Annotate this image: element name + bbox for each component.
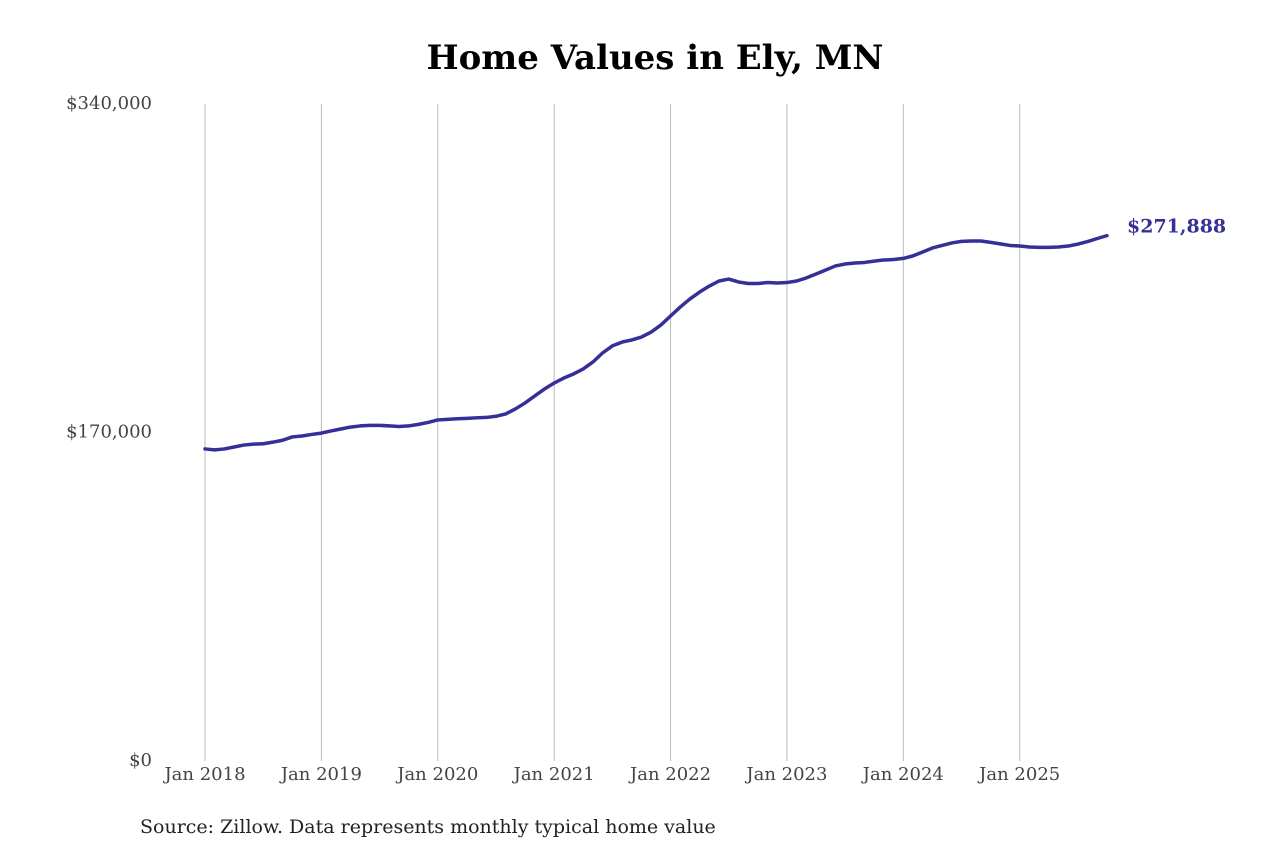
source-note: Source: Zillow. Data represents monthly …: [140, 816, 716, 838]
x-tick-label: Jan 2019: [279, 764, 362, 785]
x-tick-label: Jan 2021: [512, 764, 595, 785]
x-tick-label: Jan 2024: [861, 764, 944, 785]
x-tick-label: Jan 2022: [628, 764, 711, 785]
y-tick-label: $0: [129, 750, 152, 771]
value-label: $271,888: [1127, 216, 1226, 238]
x-tick-label: Jan 2025: [977, 764, 1060, 785]
chart-title: Home Values in Ely, MN: [427, 38, 884, 78]
y-tick-label: $340,000: [66, 93, 152, 114]
data-line: [203, 233, 1109, 452]
x-tick-label: Jan 2023: [744, 764, 827, 785]
y-tick-label: $170,000: [66, 422, 152, 443]
x-tick-label: Jan 2020: [395, 764, 478, 785]
x-tick-label: Jan 2018: [162, 764, 245, 785]
